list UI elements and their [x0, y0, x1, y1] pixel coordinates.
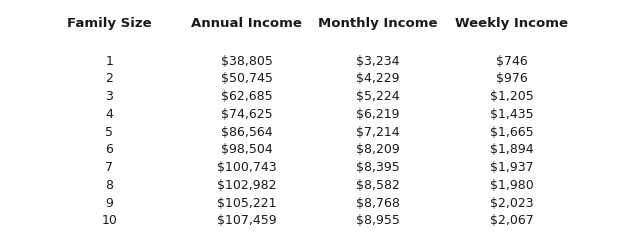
- Text: $38,805: $38,805: [220, 55, 273, 68]
- Text: 9: 9: [105, 197, 113, 209]
- Text: $1,980: $1,980: [490, 179, 534, 192]
- Text: $107,459: $107,459: [217, 214, 276, 227]
- Text: 5: 5: [105, 126, 113, 139]
- Text: 4: 4: [105, 108, 113, 121]
- Text: $8,955: $8,955: [356, 214, 399, 227]
- Text: $1,894: $1,894: [490, 143, 534, 156]
- Text: 10: 10: [101, 214, 117, 227]
- Text: $4,229: $4,229: [356, 72, 399, 85]
- Text: Weekly Income: Weekly Income: [455, 17, 568, 30]
- Text: $102,982: $102,982: [217, 179, 276, 192]
- Text: $98,504: $98,504: [221, 143, 272, 156]
- Text: Annual Income: Annual Income: [191, 17, 302, 30]
- Text: $7,214: $7,214: [356, 126, 399, 139]
- Text: 7: 7: [105, 161, 113, 174]
- Text: $105,221: $105,221: [217, 197, 276, 209]
- Text: $5,224: $5,224: [356, 90, 399, 103]
- Text: $2,023: $2,023: [490, 197, 534, 209]
- Text: Family Size: Family Size: [67, 17, 152, 30]
- Text: 3: 3: [105, 90, 113, 103]
- Text: $1,665: $1,665: [490, 126, 534, 139]
- Text: $976: $976: [496, 72, 527, 85]
- Text: $62,685: $62,685: [221, 90, 272, 103]
- Text: $1,435: $1,435: [490, 108, 534, 121]
- Text: Monthly Income: Monthly Income: [318, 17, 437, 30]
- Text: 6: 6: [105, 143, 113, 156]
- Text: $8,768: $8,768: [356, 197, 399, 209]
- Text: $8,582: $8,582: [356, 179, 399, 192]
- Text: $2,067: $2,067: [490, 214, 534, 227]
- Text: $50,745: $50,745: [220, 72, 273, 85]
- Text: $86,564: $86,564: [221, 126, 272, 139]
- Text: $746: $746: [496, 55, 527, 68]
- Text: $74,625: $74,625: [221, 108, 272, 121]
- Text: $1,205: $1,205: [490, 90, 534, 103]
- Text: 8: 8: [105, 179, 113, 192]
- Text: $1,937: $1,937: [490, 161, 534, 174]
- Text: $100,743: $100,743: [217, 161, 276, 174]
- Text: 1: 1: [105, 55, 113, 68]
- Text: $6,219: $6,219: [356, 108, 399, 121]
- Text: $3,234: $3,234: [356, 55, 399, 68]
- Text: $8,209: $8,209: [356, 143, 399, 156]
- Text: 2: 2: [105, 72, 113, 85]
- Text: $8,395: $8,395: [356, 161, 399, 174]
